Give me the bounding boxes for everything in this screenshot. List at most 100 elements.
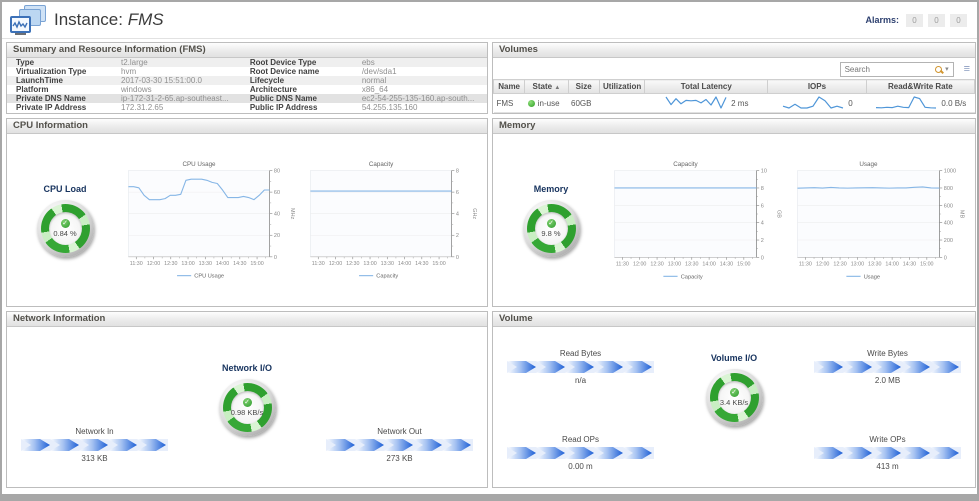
svg-text:13:00: 13:00	[668, 261, 681, 267]
memory-capacity-chart[interactable]: Capacity 0 2 4 6 8 10 11:30 12:00 12:30 13:00 13:3…	[605, 136, 788, 304]
latency-sparkline[interactable]	[664, 94, 728, 112]
panel-summary-title: Summary and Resource Information (FMS)	[7, 43, 487, 58]
svg-text:Capacity: Capacity	[369, 161, 394, 168]
read-bytes-flow: Read Bytes n/a	[507, 349, 654, 385]
volume-table-row[interactable]: FMS in-use 60GB 2 ms 0 0.0 B/s	[493, 93, 975, 113]
svg-text:14:30: 14:30	[233, 261, 246, 267]
write-ops-flow: Write OPs 413 m	[814, 435, 961, 471]
svg-text:6: 6	[456, 190, 459, 196]
panel-cpu-title: CPU Information	[7, 119, 487, 134]
read-bytes-value: n/a	[574, 376, 587, 385]
panel-memory-title: Memory	[493, 119, 975, 134]
search-icon[interactable]	[935, 65, 943, 73]
write-bytes-flow-bar	[814, 361, 961, 373]
col-header-size[interactable]: Size	[567, 79, 600, 94]
instance-name: FMS	[127, 10, 164, 29]
svg-text:0: 0	[944, 255, 947, 261]
search-options-caret-icon[interactable]: ▾	[945, 65, 949, 73]
svg-text:CPU Usage: CPU Usage	[194, 274, 224, 280]
svg-text:11:30: 11:30	[312, 261, 325, 267]
svg-text:200: 200	[944, 238, 953, 244]
svg-text:4: 4	[761, 220, 764, 226]
svg-text:15:00: 15:00	[920, 261, 933, 267]
svg-text:0: 0	[456, 255, 459, 261]
alarm-count-fatal[interactable]: 0	[906, 13, 923, 27]
svg-text:13:30: 13:30	[868, 261, 881, 267]
summary-row: Private DNS Name ip-172-31-2-65.ap-south…	[7, 94, 487, 103]
volume-rw-cell: 0.0 B/s	[866, 93, 975, 113]
svg-text:10: 10	[761, 168, 767, 174]
svg-text:6: 6	[761, 203, 764, 209]
summary-row: Type t2.large Root Device Type ebs	[7, 58, 487, 67]
svg-text:Usage: Usage	[864, 274, 880, 280]
svg-text:2: 2	[456, 233, 459, 239]
network-in-label: Network In	[75, 427, 114, 436]
volume-state-cell: in-use	[524, 93, 569, 113]
summary-row: Private IP Address 172.31.2.65 Public IP…	[16, 103, 418, 112]
col-header-name[interactable]: Name	[493, 79, 526, 94]
panel-memory: Memory Memory ✓ 9.8 % Capacity 0 2 4 6 8 10 11:…	[492, 118, 976, 307]
search-input[interactable]	[844, 64, 933, 74]
svg-text:11:30: 11:30	[799, 261, 812, 267]
summary-table: Type t2.large Root Device Type ebs Virtu…	[7, 58, 487, 112]
sort-ascending-icon: ▲	[554, 85, 561, 91]
alarms-label: Alarms:	[865, 15, 899, 25]
col-header-read-write-rate[interactable]: Read&Write Rate	[865, 79, 975, 94]
volumes-toolbar: ▾ ≡	[493, 58, 975, 79]
write-bytes-label: Write Bytes	[867, 349, 908, 358]
svg-text:13:00: 13:00	[363, 261, 376, 267]
memory-gauge[interactable]: Memory ✓ 9.8 %	[522, 183, 580, 257]
table-settings-icon[interactable]: ≡	[963, 62, 970, 75]
volume-io-gauge-label: Volume I/O	[710, 353, 758, 363]
svg-text:Capacity: Capacity	[673, 161, 698, 168]
svg-text:4: 4	[456, 212, 459, 218]
status-ok-icon: ✓	[546, 218, 556, 228]
status-ok-icon: ✓	[242, 398, 252, 407]
network-io-gauge[interactable]: Network I/O ✓ 0.98 KB/s	[218, 363, 276, 436]
svg-text:12:30: 12:30	[650, 261, 663, 267]
volume-size-cell: 60GB	[568, 93, 600, 113]
page-title: Instance: FMS	[54, 10, 164, 29]
volume-io-gauge[interactable]: Volume I/O ✓ 3.4 KB/s	[705, 353, 763, 426]
header: Instance: FMS Alarms: 0 0 0	[2, 2, 977, 39]
read-ops-flow-bar	[507, 447, 654, 459]
volume-utilization-cell	[599, 93, 645, 113]
cpu-usage-chart[interactable]: CPU Usage 0 20 40 60 80 11:30 12:00 12:30 13:00 1…	[119, 136, 301, 304]
panel-summary: Summary and Resource Information (FMS) T…	[6, 42, 488, 114]
volume-latency-cell: 2 ms	[644, 93, 768, 113]
svg-text:11:30: 11:30	[616, 261, 629, 267]
cpu-load-gauge[interactable]: CPU Load ✓ 0.84 %	[36, 184, 94, 257]
network-out-label: Network Out	[377, 427, 422, 436]
read-write-sparkline[interactable]	[874, 94, 938, 112]
network-in-value: 313 KB	[81, 454, 108, 463]
svg-text:14:00: 14:00	[885, 261, 898, 267]
svg-text:600: 600	[944, 203, 953, 209]
svg-text:12:30: 12:30	[164, 261, 177, 267]
cpu-capacity-chart[interactable]: Capacity 0 2 4 6 8 11:30 12:00 12:30 13:00 13:30 1…	[301, 136, 483, 304]
read-ops-value: 0.00 m	[568, 462, 593, 471]
svg-text:13:30: 13:30	[685, 261, 698, 267]
alarm-count-critical[interactable]: 0	[928, 13, 945, 27]
svg-text:15:00: 15:00	[250, 261, 263, 267]
col-header-state[interactable]: State ▲	[524, 79, 569, 94]
write-bytes-flow: Write Bytes 2.0 MB	[814, 349, 961, 385]
panel-volumes-title: Volumes	[493, 43, 975, 58]
col-header-iops[interactable]: IOPs	[767, 79, 867, 94]
svg-text:12:00: 12:00	[147, 261, 160, 267]
network-out-flow-bar	[326, 439, 473, 451]
col-header-total-latency[interactable]: Total Latency	[644, 79, 769, 94]
panel-volumes: Volumes ▾ ≡ Name State ▲	[492, 42, 976, 114]
svg-text:15:00: 15:00	[432, 261, 445, 267]
svg-text:13:00: 13:00	[181, 261, 194, 267]
summary-row: Platform windows Architecture x86_64	[16, 85, 389, 94]
col-header-utilization[interactable]: Utilization	[598, 79, 646, 94]
memory-value: 9.8 %	[541, 228, 561, 238]
memory-usage-chart[interactable]: Usage 0 200 400 600 800 1000 11:30 12:00 12:30 13…	[788, 136, 971, 304]
memory-gauge-label: Memory	[533, 183, 569, 194]
svg-text:12:00: 12:00	[633, 261, 646, 267]
svg-text:14:30: 14:30	[720, 261, 733, 267]
alarm-count-warning[interactable]: 0	[950, 13, 967, 27]
iops-sparkline[interactable]	[781, 94, 845, 112]
svg-text:14:30: 14:30	[903, 261, 916, 267]
